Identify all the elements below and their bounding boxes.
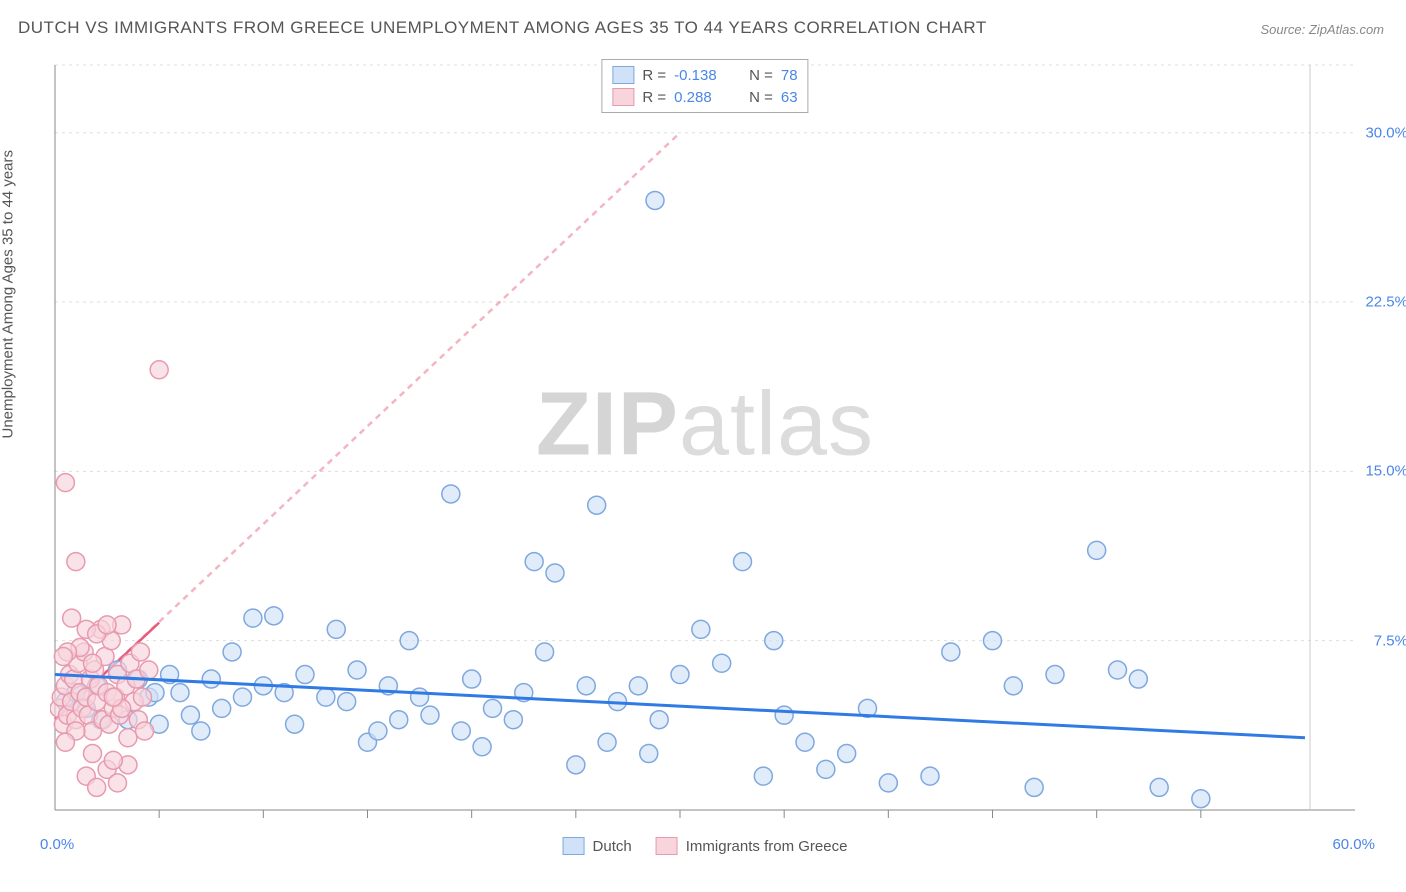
y-tick-label: 15.0% [1365,463,1406,480]
series-legend-label: Dutch [593,838,632,855]
y-tick-label: 22.5% [1365,294,1406,311]
r-label: R = [642,89,666,106]
n-label: N = [749,67,773,84]
n-value: 78 [781,67,798,84]
x-axis-min-label: 0.0% [40,836,74,853]
y-axis-label: Unemployment Among Ages 35 to 44 years [0,150,17,439]
series-legend-item: Dutch [563,837,632,855]
legend-swatch [563,837,585,855]
legend-swatch [612,88,634,106]
y-tick-label: 30.0% [1365,124,1406,141]
correlation-legend-row: R = 0.288 N = 63 [612,86,797,108]
series-legend: Dutch Immigrants from Greece [563,837,848,855]
x-axis-max-label: 60.0% [1332,836,1375,853]
chart-title: DUTCH VS IMMIGRANTS FROM GREECE UNEMPLOY… [18,18,987,38]
r-label: R = [642,67,666,84]
chart-area: ZIPatlas R = -0.138N = 78R = 0.288N = 63… [50,55,1360,825]
r-value: -0.138 [674,67,729,84]
source-attribution: Source: ZipAtlas.com [1260,22,1384,37]
series-legend-item: Immigrants from Greece [656,837,848,855]
correlation-legend-row: R = -0.138 N = 78 [612,64,797,86]
legend-swatch [656,837,678,855]
n-value: 63 [781,89,798,106]
n-label: N = [749,89,773,106]
correlation-legend: R = -0.138 N = 78 R = 0.288 N = 63 [601,59,808,113]
series-legend-label: Immigrants from Greece [686,838,848,855]
legend-swatch [612,66,634,84]
r-value: 0.288 [674,89,729,106]
y-tick-label: 7.5% [1374,632,1406,649]
scatter-plot-svg [50,55,1360,825]
